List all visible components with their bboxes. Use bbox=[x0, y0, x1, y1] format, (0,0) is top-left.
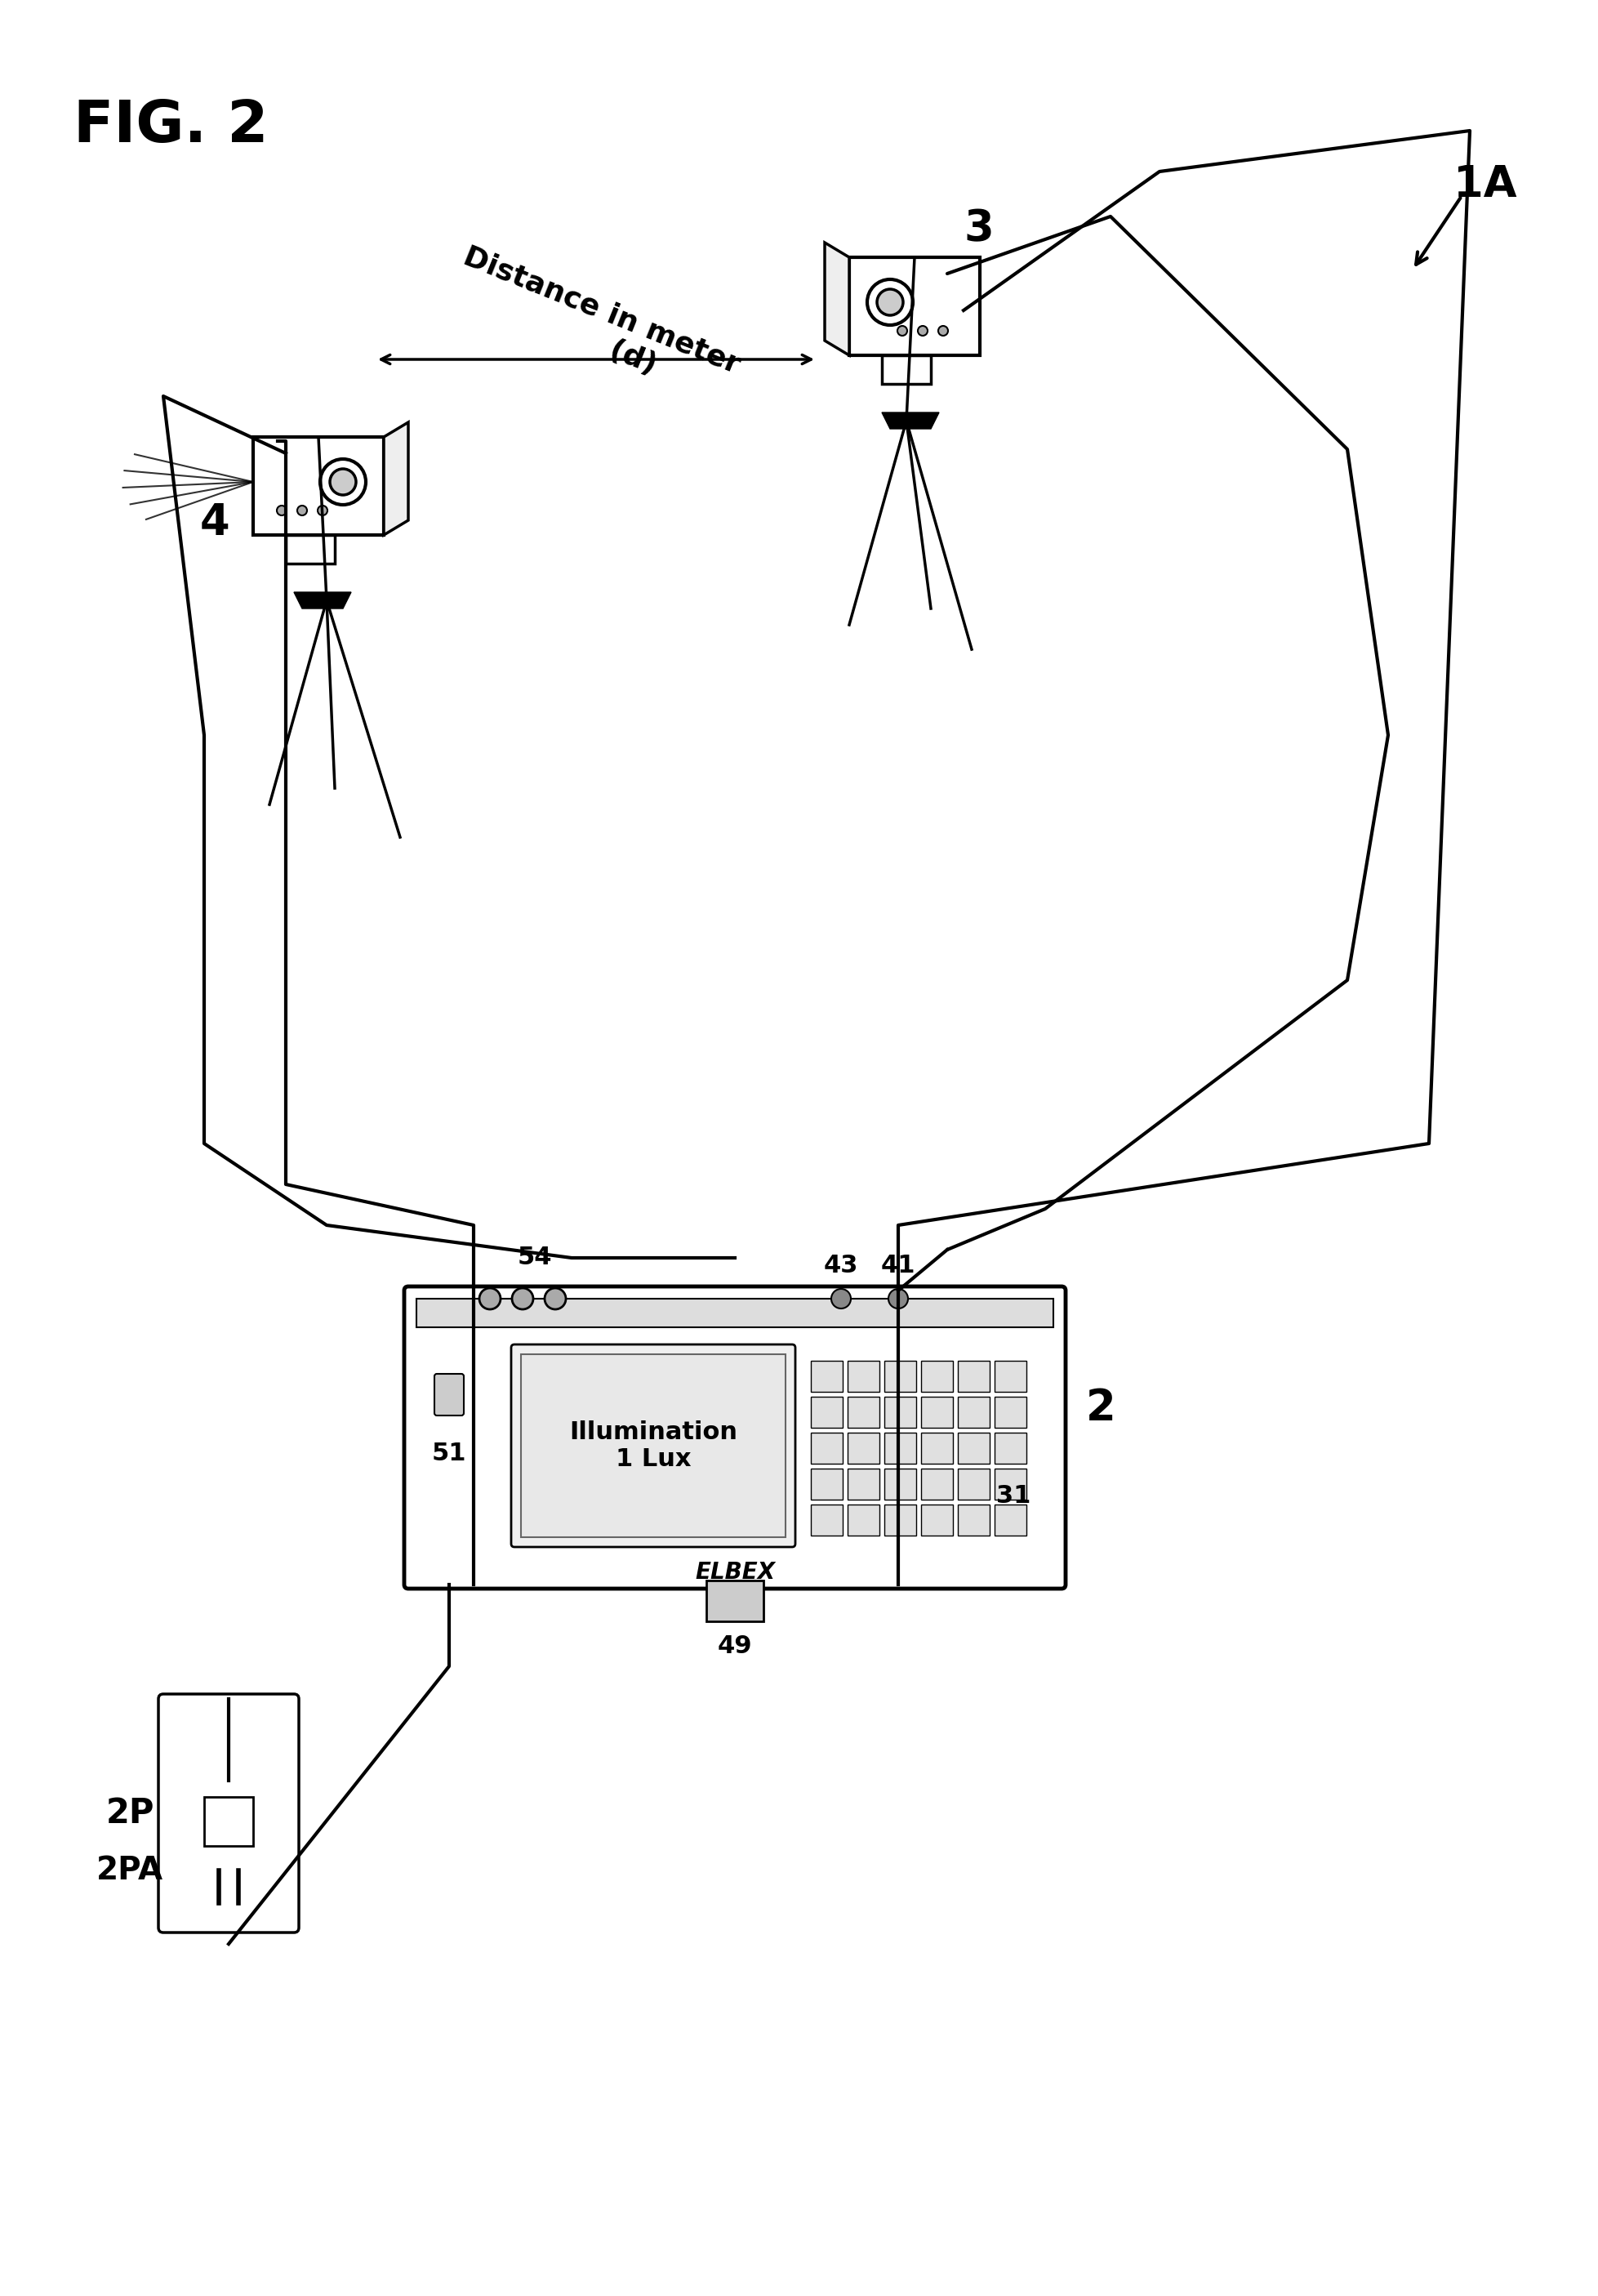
Bar bbox=[884, 1362, 916, 1391]
Bar bbox=[810, 1396, 842, 1428]
Circle shape bbox=[320, 459, 366, 505]
Polygon shape bbox=[286, 535, 334, 563]
Bar bbox=[994, 1433, 1026, 1463]
Bar bbox=[847, 1504, 879, 1536]
Circle shape bbox=[831, 1288, 850, 1309]
Bar bbox=[994, 1469, 1026, 1499]
Bar bbox=[810, 1362, 842, 1391]
Bar bbox=[957, 1504, 989, 1536]
FancyBboxPatch shape bbox=[511, 1345, 794, 1548]
Circle shape bbox=[329, 468, 356, 496]
Bar bbox=[957, 1469, 989, 1499]
Bar bbox=[884, 1504, 916, 1536]
Bar bbox=[920, 1433, 952, 1463]
Text: 4: 4 bbox=[200, 501, 230, 544]
Bar bbox=[810, 1433, 842, 1463]
Text: 41: 41 bbox=[880, 1254, 916, 1279]
Circle shape bbox=[318, 505, 328, 514]
FancyBboxPatch shape bbox=[158, 1694, 299, 1933]
Text: 2: 2 bbox=[1085, 1387, 1115, 1430]
Polygon shape bbox=[415, 1300, 1053, 1327]
Polygon shape bbox=[384, 422, 407, 535]
Text: Distance in meter
         (d): Distance in meter (d) bbox=[447, 241, 745, 409]
Text: 43: 43 bbox=[823, 1254, 858, 1279]
Text: 2P: 2P bbox=[105, 1795, 155, 1830]
Bar bbox=[521, 1355, 785, 1538]
FancyBboxPatch shape bbox=[404, 1286, 1064, 1589]
Text: 31: 31 bbox=[996, 1486, 1031, 1508]
Circle shape bbox=[866, 280, 912, 326]
Bar bbox=[205, 1798, 252, 1846]
Circle shape bbox=[276, 505, 286, 514]
Circle shape bbox=[938, 326, 948, 335]
Text: 51: 51 bbox=[431, 1442, 467, 1465]
Bar bbox=[957, 1433, 989, 1463]
Circle shape bbox=[297, 505, 307, 514]
Circle shape bbox=[877, 289, 903, 315]
Bar bbox=[920, 1362, 952, 1391]
Text: 2PA: 2PA bbox=[96, 1855, 163, 1885]
Bar bbox=[920, 1396, 952, 1428]
Circle shape bbox=[917, 326, 927, 335]
Text: 1A: 1A bbox=[1453, 163, 1517, 207]
Bar bbox=[994, 1396, 1026, 1428]
Polygon shape bbox=[882, 413, 938, 429]
Text: Illumination
1 Lux: Illumination 1 Lux bbox=[569, 1421, 737, 1472]
Bar bbox=[847, 1433, 879, 1463]
Bar bbox=[920, 1504, 952, 1536]
Polygon shape bbox=[849, 257, 980, 356]
Circle shape bbox=[479, 1288, 500, 1309]
FancyBboxPatch shape bbox=[435, 1373, 463, 1417]
Bar bbox=[847, 1469, 879, 1499]
Bar bbox=[920, 1469, 952, 1499]
Text: 54: 54 bbox=[518, 1247, 551, 1270]
Bar bbox=[957, 1396, 989, 1428]
Bar bbox=[810, 1469, 842, 1499]
Bar bbox=[884, 1396, 916, 1428]
Circle shape bbox=[896, 326, 906, 335]
Circle shape bbox=[511, 1288, 534, 1309]
Circle shape bbox=[545, 1288, 566, 1309]
Text: ELBEX: ELBEX bbox=[695, 1561, 775, 1584]
Circle shape bbox=[888, 1288, 908, 1309]
Bar bbox=[810, 1504, 842, 1536]
Bar bbox=[994, 1362, 1026, 1391]
Text: FIG. 2: FIG. 2 bbox=[74, 99, 268, 154]
Bar bbox=[884, 1469, 916, 1499]
Polygon shape bbox=[294, 592, 352, 608]
Polygon shape bbox=[825, 243, 849, 356]
Polygon shape bbox=[252, 436, 384, 535]
Text: 3: 3 bbox=[964, 207, 992, 250]
Bar bbox=[957, 1362, 989, 1391]
Bar bbox=[706, 1580, 764, 1621]
Polygon shape bbox=[882, 356, 930, 383]
Bar bbox=[847, 1396, 879, 1428]
Bar bbox=[884, 1433, 916, 1463]
Bar bbox=[847, 1362, 879, 1391]
Bar bbox=[994, 1504, 1026, 1536]
Text: 49: 49 bbox=[718, 1635, 753, 1658]
